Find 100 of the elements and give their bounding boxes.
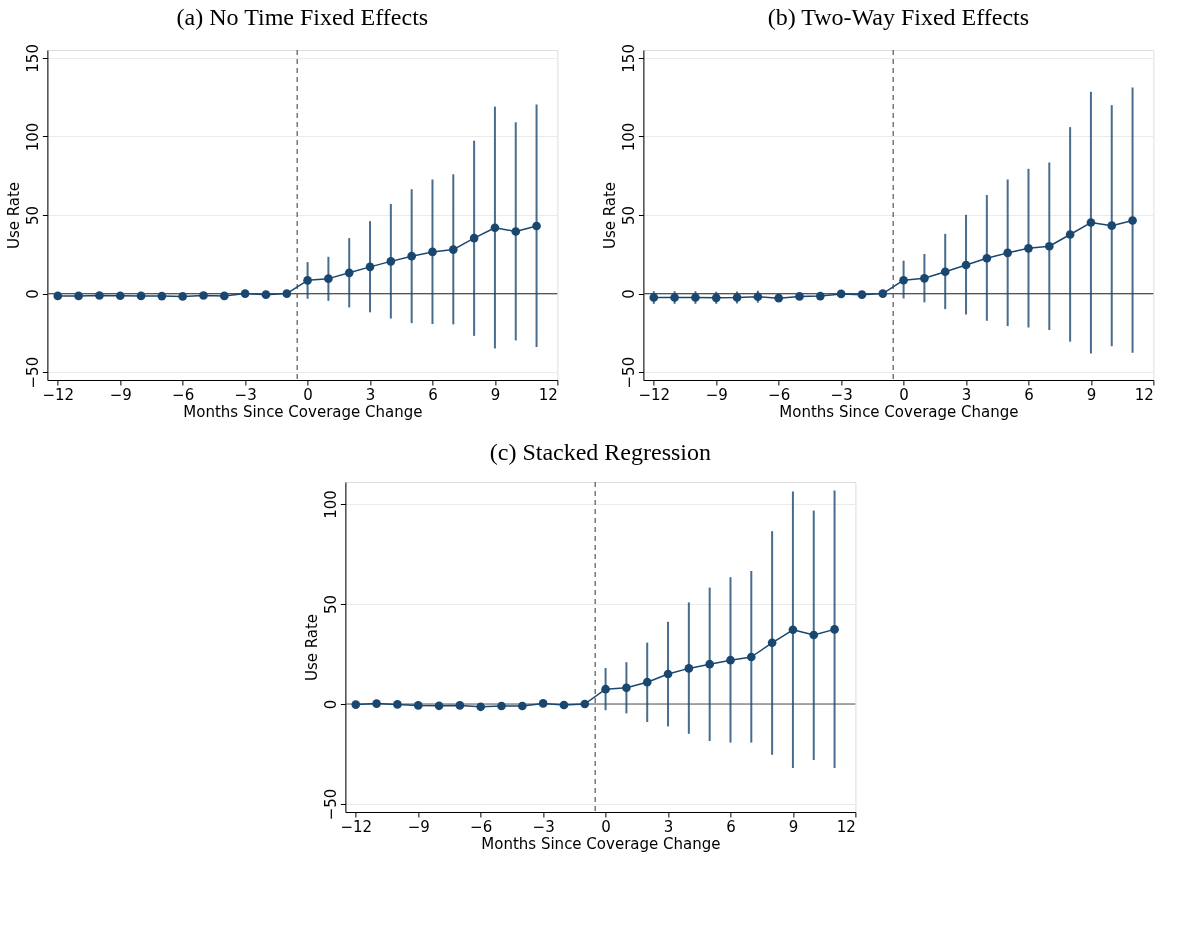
point bbox=[497, 701, 506, 711]
point bbox=[157, 291, 167, 301]
chart-title: (a) No Time Fixed Effects bbox=[176, 3, 429, 30]
point bbox=[1044, 241, 1054, 251]
point bbox=[469, 233, 479, 243]
y-tick-label: 100 bbox=[321, 490, 340, 519]
x-tick-label: −6 bbox=[470, 817, 493, 836]
x-tick-label: −9 bbox=[109, 385, 132, 404]
y-tick-label: 0 bbox=[23, 289, 42, 299]
point bbox=[746, 652, 756, 662]
point bbox=[393, 700, 402, 709]
point bbox=[684, 664, 694, 673]
point bbox=[1003, 248, 1012, 258]
point bbox=[219, 291, 229, 301]
x-tick-label: 12 bbox=[836, 817, 856, 836]
point bbox=[580, 699, 590, 709]
point bbox=[1086, 218, 1096, 227]
point bbox=[115, 291, 125, 301]
point bbox=[1107, 221, 1117, 231]
x-tick-label: −12 bbox=[638, 385, 671, 404]
y-tick-label: −50 bbox=[23, 356, 42, 389]
x-tick-label: 6 bbox=[726, 817, 736, 836]
point bbox=[344, 268, 354, 278]
point bbox=[407, 251, 416, 261]
point bbox=[532, 221, 541, 231]
point bbox=[601, 684, 610, 694]
point bbox=[788, 625, 798, 635]
x-axis-title: Months Since Coverage Change bbox=[481, 834, 721, 853]
point bbox=[774, 293, 784, 303]
y-axis-title: Use Rate bbox=[600, 181, 619, 250]
point bbox=[351, 700, 361, 709]
point bbox=[282, 289, 292, 298]
x-tick-label: −3 bbox=[234, 385, 257, 404]
point bbox=[517, 701, 527, 711]
point bbox=[490, 223, 500, 233]
x-tick-label: −6 bbox=[172, 385, 195, 404]
point bbox=[940, 267, 950, 277]
y-tick-label: 0 bbox=[619, 289, 638, 299]
y-tick-label: 150 bbox=[23, 44, 42, 73]
y-tick-label: 50 bbox=[619, 205, 638, 226]
point bbox=[511, 227, 521, 236]
x-tick-label: 3 bbox=[663, 817, 674, 836]
point bbox=[413, 701, 423, 710]
x-tick-label: 0 bbox=[303, 385, 313, 404]
y-axis-title: Use Rate bbox=[4, 181, 23, 250]
x-axis-title: Months Since Coverage Change bbox=[183, 402, 423, 421]
point bbox=[642, 677, 652, 687]
x-tick-label: −3 bbox=[830, 385, 853, 404]
point bbox=[732, 293, 742, 302]
point bbox=[878, 289, 888, 298]
point bbox=[711, 293, 721, 303]
point bbox=[476, 702, 486, 712]
point bbox=[1065, 230, 1075, 239]
x-tick-label: −12 bbox=[42, 385, 75, 404]
point bbox=[795, 292, 804, 301]
x-tick-label: 6 bbox=[428, 385, 438, 404]
x-tick-label: 9 bbox=[490, 385, 501, 404]
point bbox=[705, 659, 714, 669]
point bbox=[649, 293, 659, 302]
point bbox=[1024, 243, 1033, 253]
x-tick-label: 3 bbox=[961, 385, 972, 404]
point bbox=[726, 655, 735, 665]
point bbox=[178, 292, 188, 301]
x-tick-label: −9 bbox=[705, 385, 728, 404]
x-tick-label: 6 bbox=[1024, 385, 1034, 404]
point bbox=[74, 291, 83, 301]
y-tick-label: 0 bbox=[321, 699, 340, 710]
point bbox=[324, 274, 333, 283]
x-tick-label: −12 bbox=[340, 817, 373, 836]
point bbox=[261, 290, 271, 299]
point bbox=[920, 274, 929, 283]
point bbox=[95, 291, 104, 300]
point bbox=[857, 290, 867, 299]
point bbox=[622, 683, 631, 693]
point bbox=[830, 625, 839, 634]
point bbox=[372, 699, 381, 708]
x-tick-label: −6 bbox=[768, 385, 791, 404]
point bbox=[240, 289, 250, 298]
point bbox=[303, 276, 312, 285]
point bbox=[386, 257, 396, 266]
y-tick-label: 50 bbox=[23, 205, 42, 226]
point bbox=[815, 291, 825, 301]
point bbox=[434, 701, 444, 711]
point bbox=[428, 247, 437, 257]
x-tick-label: 3 bbox=[365, 385, 376, 404]
point bbox=[365, 262, 375, 272]
point bbox=[753, 292, 763, 302]
chart-title: (b) Two-Way Fixed Effects bbox=[767, 3, 1030, 30]
y-axis-title: Use Rate bbox=[302, 613, 321, 682]
x-tick-label: 9 bbox=[1086, 385, 1097, 404]
point bbox=[809, 630, 819, 640]
x-tick-label: 12 bbox=[1134, 385, 1154, 404]
point bbox=[448, 245, 458, 254]
point bbox=[136, 291, 146, 301]
point bbox=[767, 638, 777, 648]
y-tick-label: 100 bbox=[23, 122, 42, 152]
x-tick-label: 12 bbox=[538, 385, 558, 404]
point bbox=[199, 291, 208, 300]
point bbox=[836, 289, 846, 299]
point bbox=[53, 291, 63, 301]
